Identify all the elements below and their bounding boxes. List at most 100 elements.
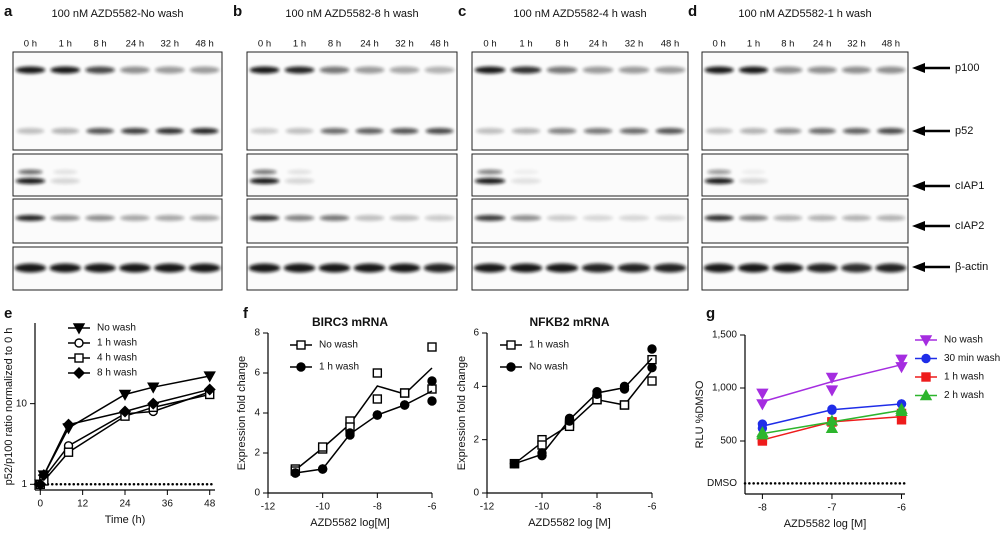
blot-membrane [701, 246, 909, 291]
y-tick-label: 4 [473, 381, 479, 392]
blot-band [189, 215, 220, 221]
blot-band [284, 178, 315, 184]
legend-marker [506, 340, 516, 350]
blot-band [474, 66, 506, 74]
blot-band [49, 263, 81, 273]
data-point [372, 368, 383, 378]
arrow-head [912, 262, 925, 272]
data-point [37, 469, 50, 482]
blot-band [654, 66, 686, 74]
blot-band [424, 66, 455, 74]
blot-band [155, 128, 184, 134]
protein-label: p100 [955, 62, 979, 74]
data-point [647, 344, 657, 354]
blot-band [841, 215, 872, 221]
data-point [509, 458, 520, 469]
legend-marker [921, 353, 931, 364]
lane-label: 1 h [747, 39, 760, 50]
protein-label: cIAP1 [955, 180, 984, 192]
blot-band [618, 66, 650, 74]
legend-label: 1 h wash [97, 338, 137, 349]
blot-band [284, 66, 315, 74]
lane-label: 1 h [59, 39, 72, 50]
legend-label: 1 h wash [944, 372, 984, 383]
blot-band [473, 263, 507, 273]
arrow-head [912, 181, 925, 191]
data-point [537, 440, 547, 450]
blot-membrane [471, 51, 689, 151]
legend-label: No wash [319, 340, 358, 351]
blot-band [319, 215, 350, 221]
legend-label: 1 h wash [319, 362, 359, 373]
x-tick-label: 24 [119, 499, 131, 510]
x-tick-label: 0 [38, 499, 44, 510]
blot-band [154, 66, 185, 74]
blot-band [250, 128, 279, 134]
x-tick-label: -8 [758, 503, 767, 514]
blot-band [807, 66, 837, 74]
x-tick-label: 48 [204, 499, 216, 510]
panel-letter: f [243, 305, 249, 322]
blot-band [249, 215, 280, 221]
blot-band [705, 128, 733, 134]
x-tick-label: -6 [648, 502, 657, 513]
lane-label: 48 h [430, 39, 449, 50]
protein-label: β-actin [955, 261, 988, 273]
x-axis-label: AZD5582 log [M] [528, 517, 611, 529]
blot-band [248, 263, 281, 273]
blot-band [53, 169, 78, 175]
blot-band [582, 215, 614, 221]
blot-band [353, 263, 386, 273]
blot-band [877, 128, 905, 134]
blot-band [86, 128, 115, 134]
data-point [825, 385, 839, 397]
lane-label: 8 h [781, 39, 794, 50]
arrow-head [912, 221, 925, 231]
blot-band [249, 66, 280, 74]
blot-membrane [12, 246, 223, 291]
data-point [427, 376, 437, 386]
blot-band [320, 128, 349, 134]
blot-band [703, 263, 735, 273]
lane-label: 0 h [713, 39, 726, 50]
y-tick-label: 1,500 [712, 330, 737, 341]
blot-band [50, 66, 81, 74]
blot-band [423, 263, 456, 273]
protein-label: p52 [955, 125, 973, 137]
data-point [895, 354, 908, 366]
legend-label: 8 h wash [97, 368, 137, 379]
x-tick-label: -12 [261, 502, 276, 513]
blot-band [741, 169, 766, 175]
blot-band [547, 128, 577, 134]
blot-band [772, 263, 804, 273]
panel-letter: d [688, 3, 697, 20]
blot-band [154, 263, 186, 273]
data-point [399, 388, 410, 398]
data-point [427, 396, 437, 406]
data-point [372, 410, 383, 420]
blot-band [510, 66, 542, 74]
y-tick-label: 6 [254, 368, 260, 379]
y-tick-label: 6 [473, 328, 479, 339]
blot-band [477, 169, 503, 175]
legend-label: No wash [97, 323, 136, 334]
blot-band [18, 169, 43, 175]
blot-title: 100 nM AZD5582-8 h wash [285, 8, 418, 20]
blot-band [188, 263, 221, 273]
legend-marker [506, 362, 516, 372]
blot-band [619, 128, 649, 134]
lane-label: 32 h [847, 39, 866, 50]
data-point [827, 405, 837, 415]
blot-membrane [471, 246, 689, 291]
blot-band [739, 128, 768, 134]
data-point [290, 468, 301, 478]
blot-band [583, 128, 613, 134]
lane-label: 48 h [661, 39, 680, 50]
legend-label: 2 h wash [944, 390, 984, 401]
y-axis-label: RLU %DMSO [694, 380, 706, 448]
blot-band [284, 215, 315, 221]
y-axis-label: Expression fold change [456, 356, 468, 470]
panel-letter: e [4, 305, 12, 322]
blot-membrane [471, 153, 689, 197]
y-axis-label: Expression fold change [236, 356, 248, 470]
